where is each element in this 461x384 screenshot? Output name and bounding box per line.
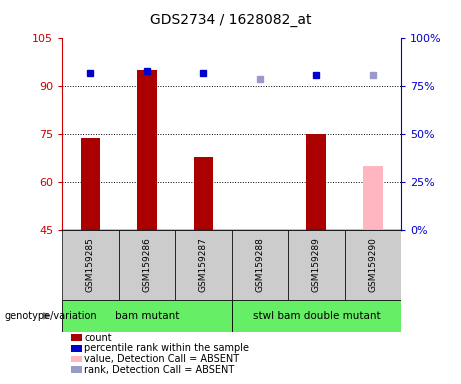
Text: rank, Detection Call = ABSENT: rank, Detection Call = ABSENT (84, 365, 235, 375)
Bar (62, 230, 118, 300)
Bar (363, 166, 383, 230)
Bar (344, 230, 401, 300)
Bar (175, 230, 231, 300)
Bar (137, 70, 157, 230)
Bar (62, 300, 231, 332)
Text: bam mutant: bam mutant (115, 311, 179, 321)
Bar (288, 230, 344, 300)
Text: genotype/variation: genotype/variation (5, 311, 97, 321)
Text: GSM159289: GSM159289 (312, 238, 321, 292)
Text: GSM159285: GSM159285 (86, 238, 95, 292)
Text: stwl bam double mutant: stwl bam double mutant (253, 311, 380, 321)
Text: GSM159288: GSM159288 (255, 238, 265, 292)
Bar (194, 157, 213, 230)
Bar (250, 229, 270, 230)
Bar (231, 230, 288, 300)
Text: value, Detection Call = ABSENT: value, Detection Call = ABSENT (84, 354, 239, 364)
Text: percentile rank within the sample: percentile rank within the sample (84, 343, 249, 353)
Text: count: count (84, 333, 112, 343)
Bar (81, 137, 100, 230)
Text: GDS2734 / 1628082_at: GDS2734 / 1628082_at (150, 13, 311, 27)
Text: GSM159290: GSM159290 (368, 238, 378, 292)
Bar (231, 300, 401, 332)
Text: GSM159286: GSM159286 (142, 238, 152, 292)
Bar (307, 134, 326, 230)
Text: GSM159287: GSM159287 (199, 238, 208, 292)
Bar (118, 230, 175, 300)
